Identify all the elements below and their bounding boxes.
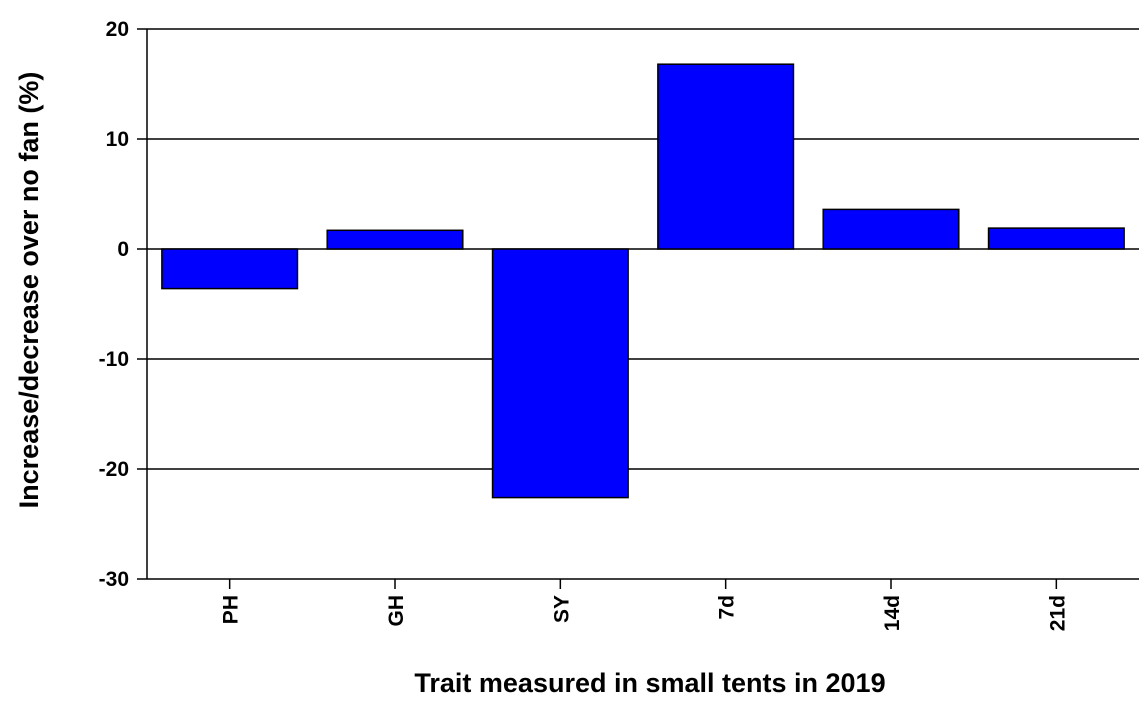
y-axis-title: Increase/decrease over no fan (%) (14, 72, 44, 509)
bar (657, 63, 795, 250)
bar (326, 229, 464, 250)
bar (822, 208, 960, 250)
x-axis-title: Trait measured in small tents in 2019 (414, 668, 885, 698)
x-tick-label: 7d (716, 595, 739, 620)
y-tick-label: -10 (99, 348, 129, 371)
y-tick-label: -30 (99, 568, 129, 591)
x-tick-label: PH (220, 595, 243, 624)
y-tick-label: -20 (99, 458, 129, 481)
bar (987, 227, 1125, 250)
y-tick-label: 20 (106, 18, 129, 41)
x-tick-label: 14d (881, 595, 904, 631)
x-tick-label: SY (550, 595, 573, 623)
x-tick-label: GH (385, 595, 408, 627)
y-tick-label: 0 (117, 238, 129, 261)
bar (161, 248, 299, 290)
y-tick-label: 10 (106, 128, 129, 151)
x-tick-label: 21d (1046, 595, 1069, 631)
bar (491, 248, 629, 499)
